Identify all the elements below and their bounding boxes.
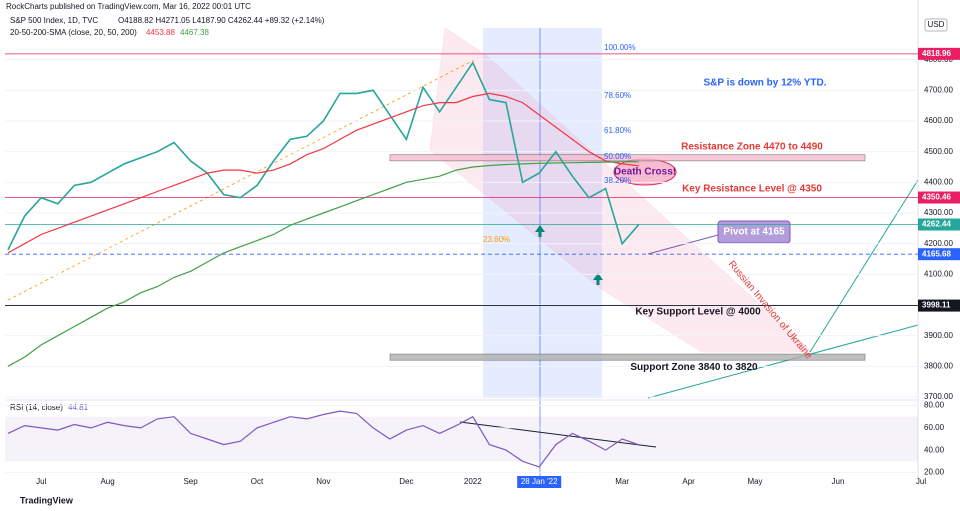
- series-line: [7, 161, 639, 367]
- arrow-up: [593, 273, 603, 280]
- level-tag: [918, 191, 960, 204]
- y-tick-label: 3900.00: [924, 331, 953, 340]
- zone-label: Resistance Zone 4470 to 4490: [681, 141, 823, 152]
- y-tick-label: 4700.00: [924, 85, 953, 94]
- level-tag: [918, 248, 960, 261]
- level-label: 3998.11: [922, 301, 951, 310]
- symbol: S&P 500 Index, 1D, TVC: [10, 16, 98, 25]
- currency: USD: [928, 20, 945, 29]
- rsi-trend-line: [459, 421, 657, 448]
- date-highlight: [517, 476, 562, 488]
- level-label: 4350.46: [922, 193, 951, 202]
- series-line: [7, 92, 639, 254]
- annotation: S&P is down by 12% YTD.: [704, 78, 827, 89]
- pivot-pointer: [647, 234, 719, 255]
- y-tick-label: 60.00: [924, 423, 945, 432]
- y-tick-label: 4100.00: [924, 269, 953, 278]
- y-tick-label: 4400.00: [924, 177, 953, 186]
- ohlc: O4188.82 H4271.05 L4187.90 C4262.44 +89.…: [118, 16, 325, 25]
- x-tick-label: Sep: [183, 477, 198, 486]
- y-tick-label: 4500.00: [924, 147, 953, 156]
- pivot-box: [717, 220, 791, 244]
- fib-label: 38.20%: [604, 176, 631, 185]
- series-line: [7, 410, 639, 468]
- rsi-value: 44.81: [68, 403, 89, 412]
- series-line: [7, 61, 640, 251]
- y-tick-label: 20.00: [924, 468, 945, 477]
- sma-value: 4467.38: [180, 28, 209, 37]
- x-tick-label: Jul: [36, 477, 46, 486]
- y-tick-label: 4200.00: [924, 239, 953, 248]
- fib-label: 50.00%: [604, 152, 631, 161]
- x-tick-label: Mar: [615, 477, 629, 486]
- rsi-title: RSI (14, close): [10, 403, 63, 412]
- y-tick-label: 4300.00: [924, 208, 953, 217]
- annotation: Pivot at 4165: [723, 227, 785, 238]
- fib-label: 78.60%: [604, 91, 631, 100]
- x-tick-label: Dec: [399, 477, 413, 486]
- trend-line: [809, 179, 919, 353]
- fib-label: 100.00%: [604, 43, 636, 52]
- y-tick-label: 3700.00: [924, 392, 953, 401]
- level-tag: [918, 218, 960, 231]
- fib-label: 61.80%: [604, 126, 631, 135]
- level-label: 4262.44: [922, 220, 951, 229]
- sma-title: 20-50-200-SMA (close, 20, 50, 200): [10, 28, 137, 37]
- x-tick-label: Aug: [100, 477, 114, 486]
- x-tick-label: 28 Jan '22: [521, 477, 558, 486]
- sma-value: 4453.88: [146, 28, 175, 37]
- arrow-up: [538, 231, 542, 237]
- rsi-band: [5, 416, 918, 462]
- level-tag: [918, 299, 960, 312]
- currency-box: [924, 18, 948, 32]
- x-tick-label: Nov: [316, 477, 330, 486]
- y-tick-label: 3800.00: [924, 361, 953, 370]
- zone-label: Support Zone 3840 to 3820: [630, 362, 758, 373]
- x-tick-label: Jul: [916, 477, 926, 486]
- x-tick-label: Jun: [832, 477, 845, 486]
- annotation: Key Support Level @ 4000: [635, 307, 761, 318]
- level-label: 4818.96: [922, 49, 951, 58]
- annotation: Key Resistance Level @ 4350: [682, 184, 822, 195]
- x-tick-label: 2022: [464, 477, 482, 486]
- fib-label: 23.60%: [483, 235, 510, 244]
- y-tick-label: 80.00: [924, 401, 945, 410]
- x-tick-label: Apr: [682, 477, 695, 486]
- y-tick-label: 4600.00: [924, 116, 953, 125]
- arrow-up: [535, 225, 545, 232]
- arrow-up: [596, 279, 600, 285]
- level-label: 4165.68: [922, 249, 951, 258]
- trend-line: [7, 57, 479, 301]
- y-tick-label: 40.00: [924, 445, 945, 454]
- zone: [389, 353, 866, 361]
- x-tick-label: May: [747, 477, 762, 486]
- annotation: Death Cross!: [614, 167, 676, 178]
- publisher: RockCharts published on TradingView.com,…: [6, 2, 251, 11]
- trend-line: [647, 324, 919, 399]
- fib-channel: [429, 27, 814, 353]
- level-tag: [918, 47, 960, 60]
- zone: [389, 154, 866, 162]
- x-tick-label: Oct: [251, 477, 264, 486]
- footer: TradingView: [20, 495, 74, 505]
